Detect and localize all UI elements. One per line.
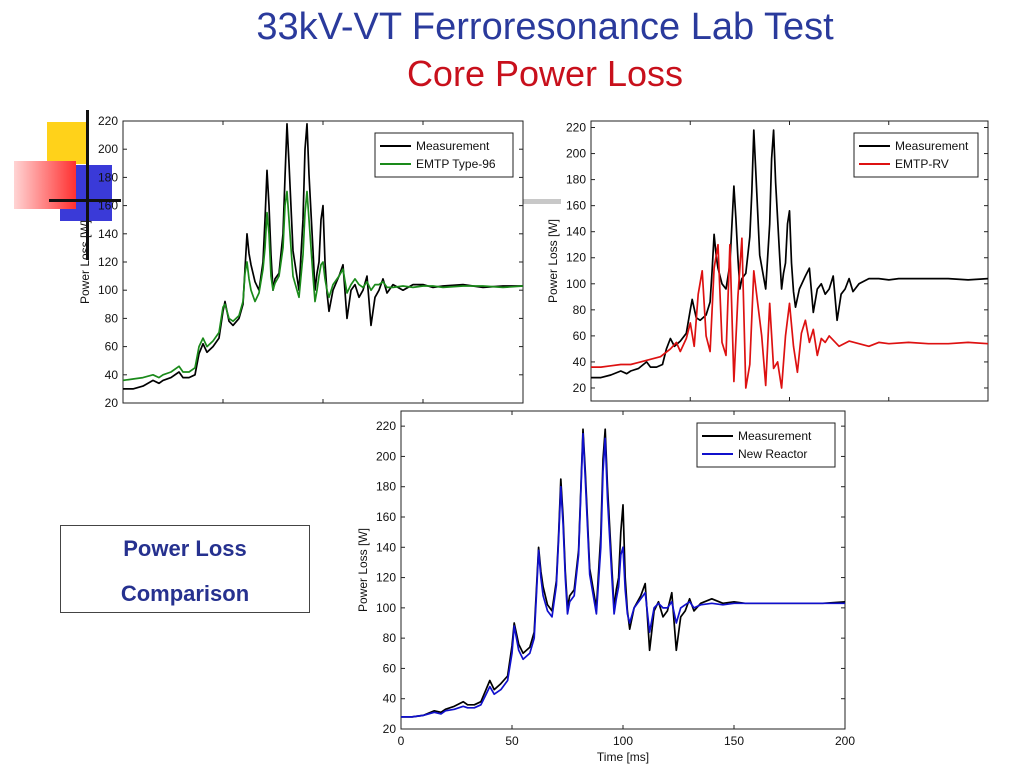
slide-title: 33kV-VT Ferroresonance Lab Test: [256, 6, 834, 48]
y-tick-label: 180: [376, 480, 396, 494]
y-tick-label: 80: [573, 303, 587, 317]
y-tick-label: 200: [376, 449, 396, 463]
y-tick-label: 220: [566, 121, 586, 135]
y-tick-label: 140: [376, 540, 396, 554]
legend-box: [696, 422, 836, 468]
new-reactor-comparison-chart: 20 40 60 80 100 120 140 160 180 200 220 0 50 100 150 20…: [356, 410, 855, 764]
y-tick-label: 120: [566, 251, 586, 265]
series-line-0: [123, 122, 523, 390]
x-tick-label: 50: [505, 734, 519, 748]
y-axis-label: Power Loss [W]: [546, 219, 560, 303]
legend-label: Measurement: [895, 139, 969, 153]
y-tick-label: 60: [383, 661, 397, 675]
legend-label: Measurement: [738, 429, 812, 443]
y-tick-label: 140: [566, 225, 586, 239]
legend-label: Measurement: [416, 139, 490, 153]
y-tick-label: 200: [566, 147, 586, 161]
y-tick-label: 40: [105, 368, 119, 382]
y-tick-label: 60: [573, 329, 587, 343]
y-tick-label: 160: [566, 199, 586, 213]
deco-vertical-line: [86, 110, 89, 260]
legend-label: EMTP Type-96: [416, 157, 496, 171]
x-tick-label: 100: [613, 734, 633, 748]
y-tick-label: 120: [98, 255, 118, 269]
x-tick-label: 0: [398, 734, 405, 748]
y-tick-label: 100: [376, 601, 396, 615]
x-axis-label: Time [ms]: [597, 750, 649, 764]
y-tick-label: 220: [376, 419, 396, 433]
y-tick-label: 20: [573, 381, 587, 395]
callout-line2: Comparison: [120, 581, 250, 606]
series-line-1: [591, 237, 989, 389]
y-tick-label: 80: [383, 631, 397, 645]
x-tick-label: 150: [724, 734, 744, 748]
slide-subtitle: Core Power Loss: [406, 53, 684, 94]
x-tick-label: 200: [835, 734, 855, 748]
series-line-0: [591, 129, 989, 379]
y-tick-label: 80: [105, 311, 119, 325]
y-tick-label: 180: [98, 170, 118, 184]
comparison-callout: Power Loss Comparison: [60, 525, 310, 613]
y-tick-label: 140: [98, 227, 118, 241]
y-tick-label: 20: [383, 722, 397, 736]
type96-comparison-chart: 20 40 60 80 100 120 140 160 180 200 220 Power Loss …: [78, 114, 524, 410]
series-line-1: [401, 432, 845, 718]
callout-line1: Power Loss: [123, 536, 247, 561]
y-tick-label: 20: [105, 396, 119, 410]
emtp-rv-comparison-chart: 20 40 60 80 100 120 140 160 180 200 220 Power Loss …: [546, 120, 989, 402]
y-tick-label: 160: [98, 199, 118, 213]
y-tick-label: 200: [98, 142, 118, 156]
deco-yellow-square: [47, 122, 87, 164]
y-axis-label: Power Loss [W]: [356, 528, 370, 612]
series-line-1: [122, 190, 524, 382]
legend-label: EMTP-RV: [895, 157, 949, 171]
legend-box: [374, 132, 514, 178]
y-tick-label: 220: [98, 114, 118, 128]
deco-horizontal-line: [49, 199, 121, 202]
y-axis-label: Power Loss [W]: [78, 220, 92, 304]
y-tick-label: 40: [383, 692, 397, 706]
y-tick-label: 160: [376, 510, 396, 524]
legend-label: New Reactor: [738, 447, 807, 461]
y-tick-label: 40: [573, 355, 587, 369]
y-tick-label: 60: [105, 340, 119, 354]
y-tick-label: 100: [98, 283, 118, 297]
y-tick-label: 100: [566, 277, 586, 291]
legend-box: [853, 132, 979, 178]
y-tick-label: 180: [566, 173, 586, 187]
deco-gray-line: [521, 199, 561, 204]
y-tick-label: 120: [376, 571, 396, 585]
